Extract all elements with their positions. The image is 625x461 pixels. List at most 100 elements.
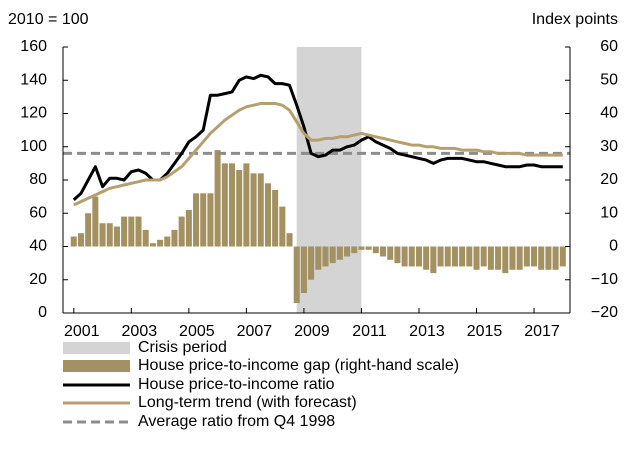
legend-label: Crisis period — [138, 339, 227, 356]
gap-bar — [372, 246, 379, 254]
y2-tick-label: 60 — [600, 38, 618, 55]
y2-tick-label: −10 — [591, 271, 618, 288]
gap-bar — [336, 246, 343, 260]
legend-swatch — [63, 342, 130, 354]
y2-tick-label: 10 — [600, 204, 618, 221]
y2-tick-label: 20 — [600, 171, 618, 188]
gap-bar — [480, 246, 487, 267]
gap-bar — [387, 246, 394, 260]
gap-bar — [300, 246, 307, 294]
gap-bar — [85, 213, 92, 247]
gap-bar — [99, 223, 106, 247]
y-tick-label: 60 — [29, 204, 47, 221]
y-tick-label: 40 — [29, 238, 47, 255]
gap-bar — [466, 246, 473, 267]
gap-bar — [329, 246, 336, 264]
gap-bar — [531, 246, 538, 267]
y-tick-label: 80 — [29, 171, 47, 188]
legend-label: Average ratio from Q4 1998 — [138, 413, 335, 430]
gap-bar — [322, 246, 329, 267]
gap-bar — [214, 150, 221, 247]
gap-bar — [502, 246, 509, 274]
gap-bar — [495, 246, 502, 270]
gap-bar — [365, 246, 372, 250]
gap-bar — [121, 216, 128, 247]
gap-bar — [135, 216, 142, 247]
gap-bar — [243, 163, 250, 247]
legend-label: House price-to-income ratio — [138, 376, 335, 393]
y2-tick-label: −20 — [591, 304, 618, 321]
gap-bar — [142, 229, 149, 247]
gap-bar — [264, 183, 271, 247]
gap-bar — [401, 246, 408, 267]
y2-tick-label: 0 — [609, 238, 618, 255]
x-tick-label: 2001 — [64, 323, 100, 340]
gap-bar — [559, 246, 566, 267]
x-tick-label: 2017 — [524, 323, 560, 340]
gap-bar — [193, 193, 200, 247]
y2-tick-label: 50 — [600, 71, 618, 88]
gap-bar — [315, 246, 322, 270]
gap-bar — [444, 246, 451, 267]
gap-bar — [552, 246, 559, 270]
legend-label: House price-to-income gap (right-hand sc… — [138, 357, 459, 374]
gap-bar — [538, 246, 545, 270]
gap-bar — [523, 246, 530, 267]
gap-bar — [279, 206, 286, 247]
gap-bar — [394, 246, 401, 264]
gap-bar — [106, 223, 113, 247]
gap-bar — [358, 246, 365, 250]
gap-bar — [408, 246, 415, 267]
gap-bar — [171, 229, 178, 247]
gap-bar — [415, 246, 422, 267]
gap-bar — [92, 196, 99, 247]
gap-bar — [272, 189, 279, 247]
gap-bar — [221, 163, 228, 247]
gap-bar — [113, 226, 120, 247]
gap-bar — [487, 246, 494, 270]
crisis-band — [296, 47, 362, 313]
gap-bar — [128, 216, 135, 247]
gap-bar — [164, 236, 171, 247]
gap-bar — [423, 246, 430, 270]
x-tick-label: 2003 — [122, 323, 158, 340]
legend-swatch — [63, 360, 130, 372]
x-tick-label: 2015 — [467, 323, 503, 340]
x-tick-label: 2007 — [237, 323, 273, 340]
gap-bar — [70, 236, 77, 247]
gap-bar — [293, 246, 300, 304]
y-tick-label: 20 — [29, 271, 47, 288]
x-tick-label: 2005 — [179, 323, 215, 340]
gap-bar — [236, 170, 243, 247]
gap-bar — [451, 246, 458, 267]
y-tick-label: 140 — [20, 71, 47, 88]
y-tick-label: 120 — [20, 105, 47, 122]
y2-tick-label: 40 — [600, 105, 618, 122]
gap-bar — [157, 239, 164, 247]
gap-bar — [430, 246, 437, 274]
gap-bar — [351, 246, 358, 254]
gap-bar — [149, 243, 156, 247]
x-tick-label: 2013 — [409, 323, 445, 340]
gap-bar — [77, 233, 84, 247]
gap-bar — [516, 246, 523, 270]
gap-bar — [459, 246, 466, 267]
gap-bar — [473, 246, 480, 270]
y-axis-label: 2010 = 100 — [8, 11, 89, 28]
y-tick-label: 100 — [20, 138, 47, 155]
line-series — [73, 102, 563, 207]
y2-tick-label: 30 — [600, 138, 618, 155]
x-tick-label: 2009 — [294, 323, 330, 340]
gap-bar — [344, 246, 351, 257]
y2-axis-label: Index points — [532, 11, 618, 28]
gap-bar — [545, 246, 552, 270]
gap-bar — [509, 246, 516, 270]
legend-label: Long-term trend (with forecast) — [138, 394, 357, 411]
y-tick-label: 160 — [20, 38, 47, 55]
gap-bar — [185, 209, 192, 247]
gap-bar — [178, 216, 185, 247]
gap-bar — [286, 233, 293, 247]
gap-bar — [207, 193, 214, 247]
gap-bar — [250, 173, 257, 247]
